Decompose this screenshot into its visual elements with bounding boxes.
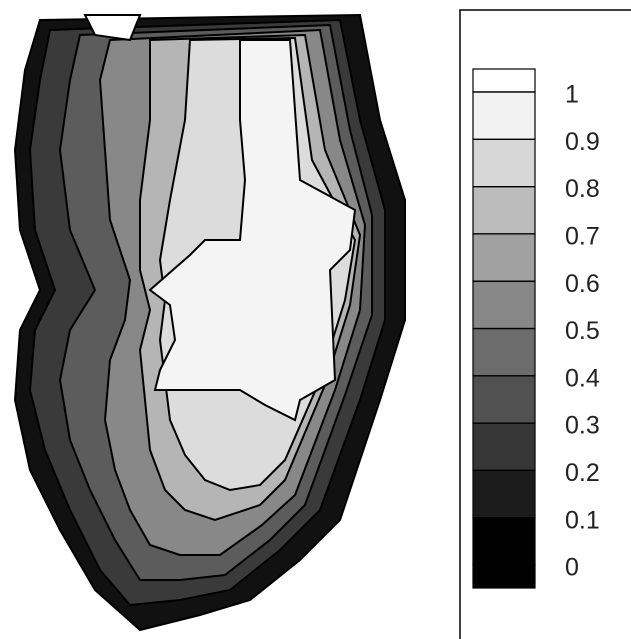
colorbar-tick-label: 1 <box>565 81 579 109</box>
colorbar-frame <box>459 9 631 639</box>
colorbar-tick-label: 0.5 <box>565 317 600 345</box>
colorbar-box <box>472 280 536 330</box>
colorbar-box <box>472 68 536 93</box>
region-6 <box>148 39 357 422</box>
colorbar-box <box>472 469 536 519</box>
colorbar-tick-label: 0.4 <box>565 364 600 392</box>
colorbar-box <box>472 138 536 188</box>
colorbar-tick-label: 0.3 <box>565 412 600 440</box>
colorbar-tick-label: 0 <box>565 554 579 582</box>
colorbar-tick-label: 0.7 <box>565 223 600 251</box>
colorbar-box <box>472 327 536 377</box>
colorbar: 0 0.1 0.2 0.3 0.4 0.5 0.6 0.7 0.8 0.9 1 <box>472 68 600 589</box>
colorbar-tick-label: 0.1 <box>565 506 600 534</box>
colorbar-tick-label: 0.9 <box>565 128 600 156</box>
colorbar-box <box>472 233 536 282</box>
region-7 <box>83 14 142 42</box>
colorbar-box <box>472 422 536 472</box>
colorbar-box <box>472 517 536 566</box>
colorbar-box <box>472 375 536 424</box>
colorbar-box <box>472 564 536 589</box>
contour-field <box>13 13 406 632</box>
colorbar-tick-label: 0.2 <box>565 459 600 487</box>
colorbar-tick-label: 0.6 <box>565 270 600 298</box>
colorbar-box <box>472 91 536 140</box>
colorbar-box <box>472 186 536 235</box>
colorbar-tick-label: 0.8 <box>565 175 600 203</box>
